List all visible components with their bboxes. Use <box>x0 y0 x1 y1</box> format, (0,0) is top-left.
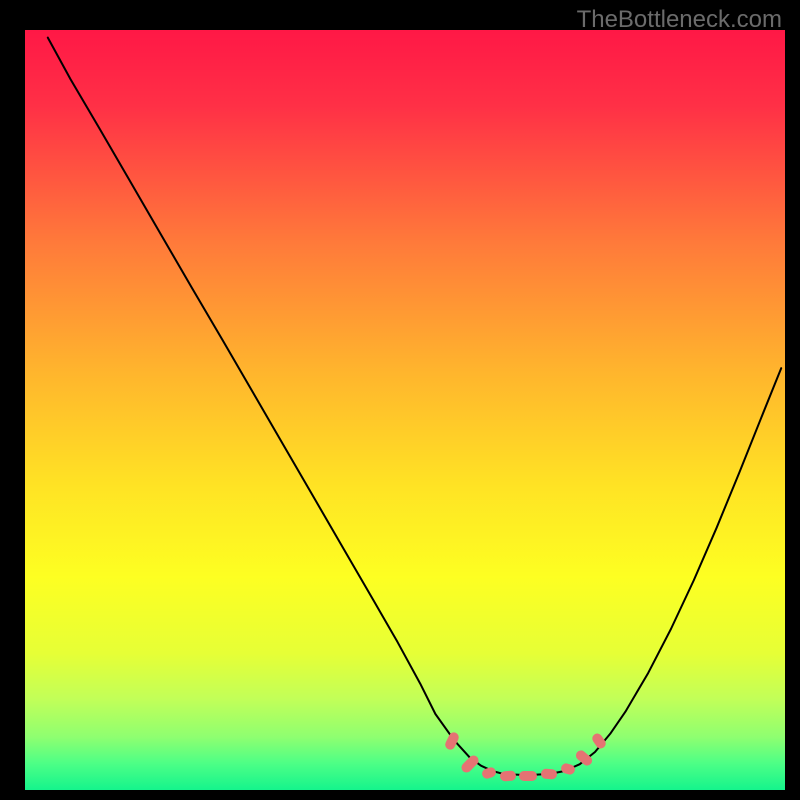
chart-root: TheBottleneck.com <box>0 0 800 800</box>
gradient-background <box>25 30 785 790</box>
plot-area <box>25 30 785 790</box>
curve-layer <box>25 30 785 790</box>
optimal-range-dash <box>519 771 537 781</box>
optimal-range-dash <box>541 768 558 779</box>
optimal-range-dash <box>499 770 516 781</box>
